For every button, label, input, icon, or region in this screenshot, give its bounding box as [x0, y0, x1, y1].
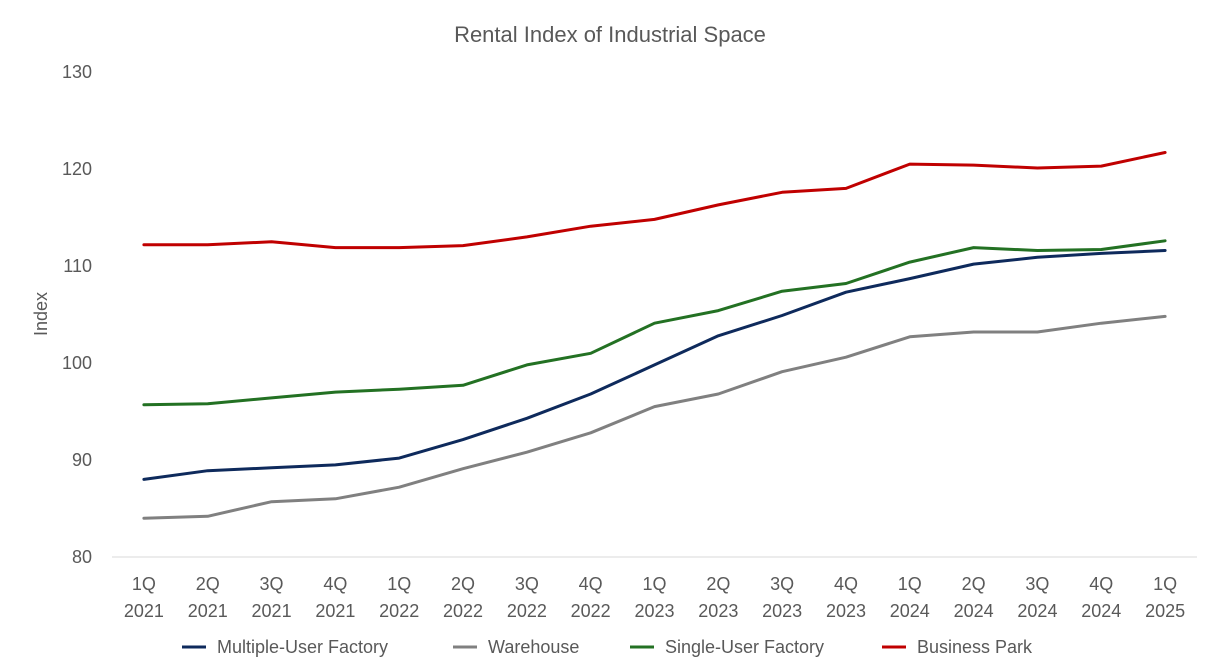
x-tick-label-quarter: 1Q: [132, 574, 156, 594]
x-tick-label-year: 2022: [379, 601, 419, 621]
y-tick-label: 110: [63, 256, 92, 276]
x-tick-label-year: 2025: [1145, 601, 1185, 621]
x-tick-label-quarter: 1Q: [642, 574, 666, 594]
x-tick-label-year: 2023: [634, 601, 674, 621]
x-tick-label-year: 2023: [826, 601, 866, 621]
y-tick-label: 120: [62, 159, 92, 179]
x-tick-label-quarter: 2Q: [451, 574, 475, 594]
series-line-single-user-factory: [142, 239, 1167, 407]
x-tick-label-quarter: 4Q: [579, 574, 603, 594]
x-tick-label-quarter: 2Q: [196, 574, 220, 594]
x-tick-label-year: 2021: [315, 601, 355, 621]
x-tick-label-year: 2021: [252, 601, 292, 621]
x-tick-label-quarter: 1Q: [387, 574, 411, 594]
x-tick-label-quarter: 1Q: [1153, 574, 1177, 594]
x-tick-label-quarter: 3Q: [260, 574, 284, 594]
x-tick-label-quarter: 4Q: [1089, 574, 1113, 594]
x-tick-label-quarter: 2Q: [706, 574, 730, 594]
x-tick-label-year: 2023: [762, 601, 802, 621]
y-axis-label: Index: [31, 292, 51, 336]
x-tick-label-year: 2024: [1017, 601, 1057, 621]
chart-title: Rental Index of Industrial Space: [454, 22, 766, 47]
x-tick-label-year: 2023: [698, 601, 738, 621]
x-tick-label-year: 2024: [890, 601, 930, 621]
x-tick-label-year: 2022: [507, 601, 547, 621]
legend: Multiple-User Factory Warehouse Single-Use…: [182, 637, 1033, 657]
x-tick-label-quarter: 4Q: [834, 574, 858, 594]
legend-label: Multiple-User Factory: [217, 637, 388, 657]
y-tick-label: 130: [62, 62, 92, 82]
x-tick-label-quarter: 3Q: [1025, 574, 1049, 594]
x-tick-label-year: 2024: [954, 601, 994, 621]
x-tick-label-quarter: 3Q: [770, 574, 794, 594]
legend-label: Business Park: [917, 637, 1033, 657]
series-lines: [142, 151, 1167, 520]
x-tick-label-quarter: 1Q: [898, 574, 922, 594]
x-tick-label-year: 2021: [124, 601, 164, 621]
y-tick-label: 90: [72, 450, 92, 470]
x-tick-label-quarter: 3Q: [515, 574, 539, 594]
series-line-business-park: [142, 151, 1167, 250]
x-tick-label-year: 2022: [571, 601, 611, 621]
y-tick-label: 100: [62, 353, 92, 373]
legend-label: Single-User Factory: [665, 637, 824, 657]
y-tick-label: 80: [72, 547, 92, 567]
series-line-warehouse: [142, 314, 1167, 520]
x-tick-label-quarter: 4Q: [323, 574, 347, 594]
x-tick-label-year: 2024: [1081, 601, 1121, 621]
series-line-multiple-user-factory: [142, 249, 1167, 481]
y-axis-ticks: 80 90 100 110 120 130: [62, 62, 92, 567]
legend-label: Warehouse: [488, 637, 579, 657]
x-tick-label-year: 2021: [188, 601, 228, 621]
x-axis-ticks: 1Q 2021 2Q 2021 3Q 2021 4Q 2021 1Q 2022 2Q 2022 3Q 20…: [124, 574, 1185, 621]
x-tick-label-year: 2022: [443, 601, 483, 621]
x-tick-label-quarter: 2Q: [962, 574, 986, 594]
